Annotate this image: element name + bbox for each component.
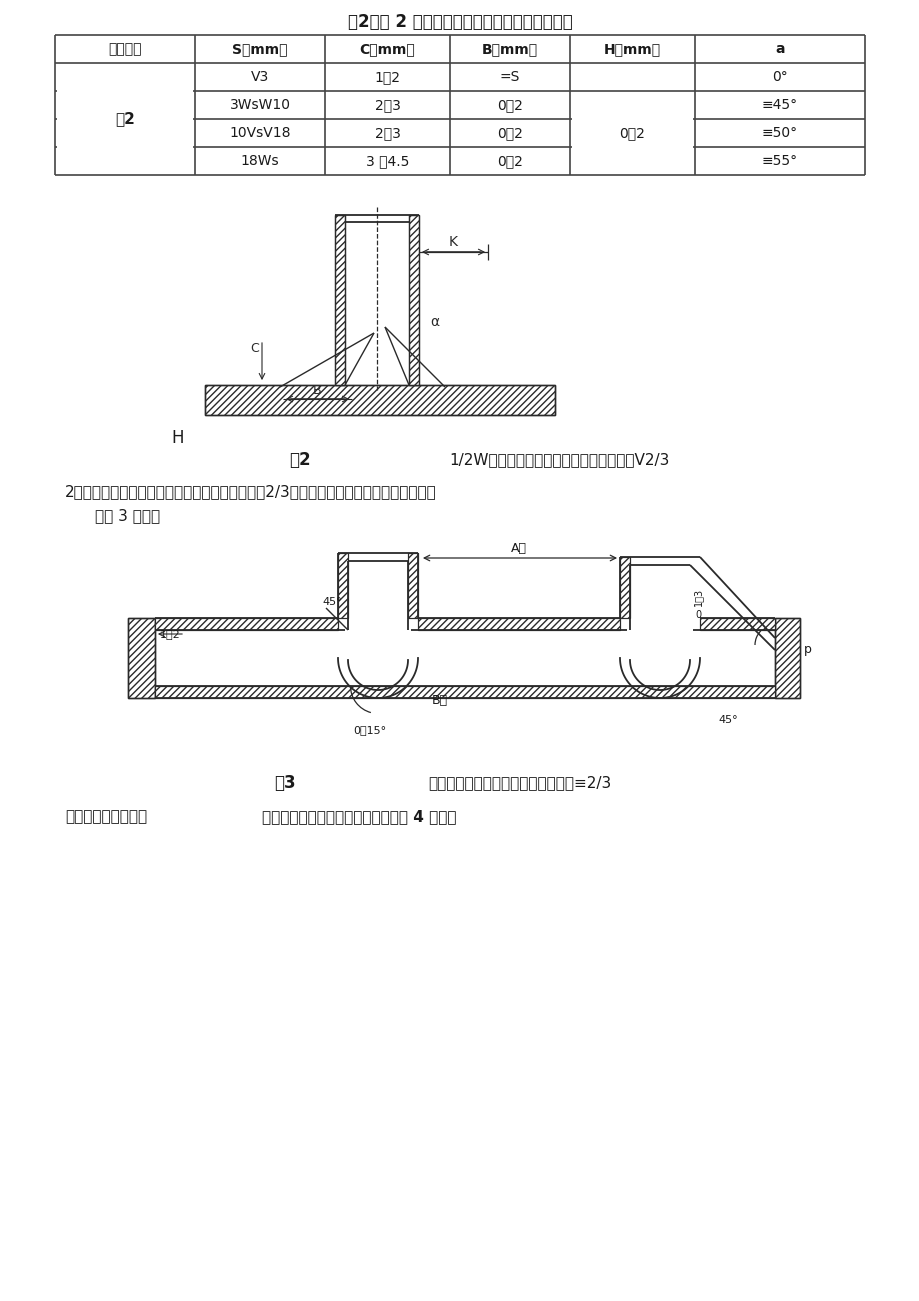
Bar — [337, 553, 347, 618]
Text: A管: A管 — [510, 541, 527, 554]
Text: 图2: 图2 — [289, 451, 311, 468]
Text: =S: =S — [499, 70, 519, 85]
Bar — [619, 557, 630, 618]
Bar — [335, 215, 345, 385]
Bar — [205, 385, 554, 415]
Text: S（mm）: S（mm） — [232, 42, 288, 56]
Text: H: H — [172, 429, 184, 448]
Text: C（mm）: C（mm） — [359, 42, 414, 56]
Text: B: B — [312, 385, 322, 398]
Text: 45°: 45° — [322, 597, 342, 608]
Text: 1～2: 1～2 — [160, 628, 180, 639]
Text: 2～3: 2～3 — [374, 126, 400, 141]
Bar — [417, 618, 619, 630]
Bar — [205, 385, 554, 415]
Text: 三、倾斜接管连接的: 三、倾斜接管连接的 — [65, 809, 147, 825]
Text: 0: 0 — [694, 610, 700, 621]
Text: p: p — [803, 644, 811, 657]
Text: 0～2: 0～2 — [496, 154, 522, 168]
Bar — [128, 618, 154, 699]
Text: C: C — [250, 341, 259, 354]
Text: 10VsV18: 10VsV18 — [229, 126, 290, 141]
Bar — [407, 553, 417, 618]
Text: 0～2: 0～2 — [496, 126, 522, 141]
Bar — [154, 618, 337, 630]
Bar — [774, 618, 800, 699]
Text: H（mm）: H（mm） — [603, 42, 661, 56]
Text: 2、支管内径或开孔直径与主管内径比值大于等于2/3时，焊制三通接头加工装配尺寸规格: 2、支管内径或开孔直径与主管内径比值大于等于2/3时，焊制三通接头加工装配尺寸规… — [65, 484, 437, 500]
Bar — [409, 215, 418, 385]
Bar — [154, 686, 774, 699]
Text: 0～2: 0～2 — [618, 126, 645, 141]
Text: V3: V3 — [251, 70, 269, 85]
Bar — [154, 686, 774, 699]
Text: 0～2: 0～2 — [496, 98, 522, 112]
Text: ≡50°: ≡50° — [761, 126, 797, 141]
Bar — [128, 618, 154, 699]
Text: 1～2: 1～2 — [374, 70, 400, 85]
Text: 图2: 图2 — [115, 112, 135, 126]
Bar — [774, 618, 800, 699]
Text: 1～3: 1～3 — [692, 588, 702, 606]
Bar — [337, 553, 347, 618]
Text: 45°: 45° — [718, 716, 737, 725]
Bar — [699, 618, 774, 630]
Text: 如图 3 所示。: 如图 3 所示。 — [95, 509, 160, 523]
Bar — [409, 215, 418, 385]
Text: K: K — [448, 235, 458, 248]
Text: 接头图示: 接头图示 — [108, 42, 142, 56]
Text: 焊制三通接头加工装配尺寸规格如图 4 所示。: 焊制三通接头加工装配尺寸规格如图 4 所示。 — [262, 809, 456, 825]
Bar — [154, 618, 337, 630]
Text: 18Ws: 18Ws — [241, 154, 279, 168]
Text: 0～15°: 0～15° — [353, 725, 386, 735]
Text: 0°: 0° — [771, 70, 787, 85]
Bar — [337, 553, 347, 618]
Bar — [417, 618, 619, 630]
Bar — [699, 618, 774, 630]
Bar — [417, 618, 619, 630]
Bar — [154, 618, 337, 630]
Bar — [619, 557, 630, 618]
Text: α: α — [430, 315, 439, 329]
Bar — [699, 618, 774, 630]
Bar — [335, 215, 345, 385]
Text: 支管内径或开孔直径与主管内径比值≡2/3: 支管内径或开孔直径与主管内径比值≡2/3 — [428, 775, 611, 791]
Text: ≡45°: ≡45° — [761, 98, 797, 112]
Text: 3 ～4.5: 3 ～4.5 — [366, 154, 409, 168]
Bar — [128, 618, 154, 699]
Text: B管: B管 — [431, 693, 448, 706]
Bar — [774, 618, 800, 699]
Text: 1/2W支管内径或开孔直径与主管内径比值V2/3: 1/2W支管内径或开孔直径与主管内径比值V2/3 — [449, 453, 669, 467]
Text: B（mm）: B（mm） — [482, 42, 538, 56]
Bar — [154, 686, 774, 699]
Bar — [205, 385, 554, 415]
Text: 表2：图 2 形式焊制三通接头加工装配尺寸规格: 表2：图 2 形式焊制三通接头加工装配尺寸规格 — [347, 13, 572, 31]
Text: 2～3: 2～3 — [374, 98, 400, 112]
Text: ≡55°: ≡55° — [761, 154, 797, 168]
Bar — [335, 215, 345, 385]
Bar — [407, 553, 417, 618]
Text: a: a — [775, 42, 784, 56]
Text: 图3: 图3 — [274, 774, 296, 792]
Text: 3WsW10: 3WsW10 — [229, 98, 290, 112]
Bar — [407, 553, 417, 618]
Bar — [409, 215, 418, 385]
Bar — [619, 557, 630, 618]
